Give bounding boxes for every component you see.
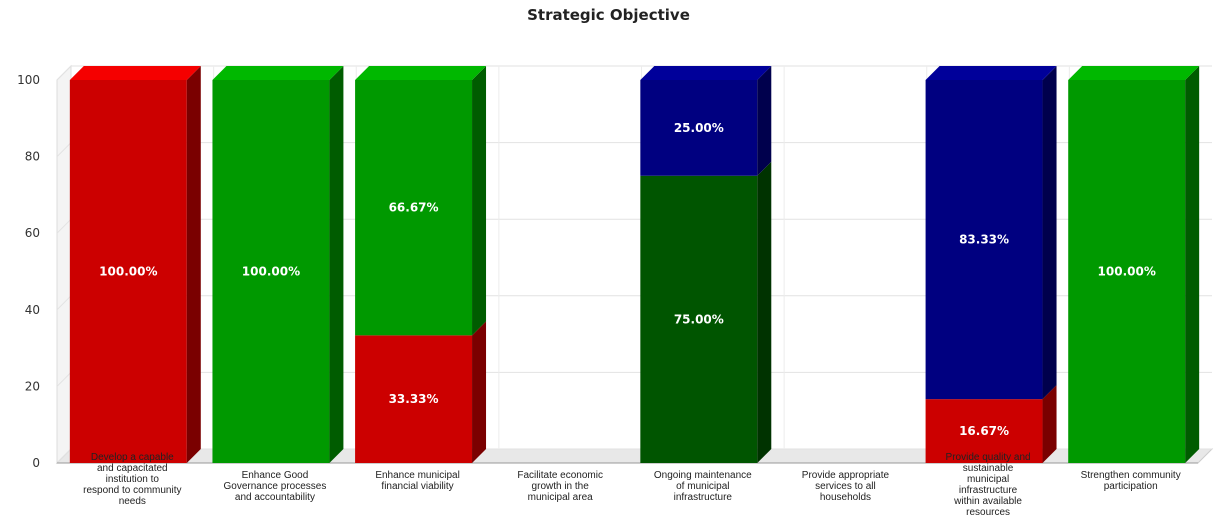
bar-segment-top (355, 66, 487, 80)
bar-segment-top (1068, 66, 1200, 80)
y-tick-label: 40 (25, 303, 40, 317)
x-tick-label: services to all (815, 481, 876, 492)
bar-segment-top (212, 66, 344, 80)
x-tick-label: sustainable (963, 463, 1014, 474)
x-tick-label: Governance processes (224, 481, 327, 492)
bar-segment (640, 80, 758, 176)
data-label: 66.67% (389, 201, 439, 215)
bar-segment (355, 335, 473, 463)
bar-segment-side (757, 66, 772, 176)
x-tick-label: needs (119, 496, 146, 507)
x-tick-label: participation (1104, 481, 1158, 492)
x-tick-label: resources (966, 507, 1010, 518)
x-tick-label: Provide quality and (946, 452, 1031, 463)
gridline-side-40 (56, 295, 72, 311)
bar-segment (1068, 80, 1186, 463)
bar-segment-top (925, 66, 1057, 80)
bar-segment-side (472, 66, 487, 336)
bar-segment-top (69, 66, 201, 80)
x-tick-label: and accountability (235, 492, 315, 503)
gridline-side-60 (56, 218, 72, 234)
bar-segment-side (186, 66, 201, 463)
x-tick-label: Ongoing maintenance (654, 470, 752, 481)
bar-segment (925, 80, 1043, 400)
bar-segment (355, 80, 473, 336)
y-tick-label: 100 (17, 73, 40, 87)
data-label: 100.00% (1098, 265, 1156, 279)
x-tick-label: infrastructure (674, 492, 733, 503)
data-label: 83.33% (959, 233, 1009, 247)
x-tick-label: households (820, 492, 871, 503)
bar-segment (925, 399, 1043, 463)
x-tick-label: within available (953, 496, 1022, 507)
gridline-side-20 (56, 372, 72, 387)
x-tick-label: municipal area (528, 492, 593, 503)
x-tick-label: Develop a capable (91, 452, 174, 463)
x-tick-label: financial viability (381, 481, 453, 492)
data-label: 16.67% (959, 424, 1009, 438)
bar-segment-side (757, 161, 772, 463)
bar-segment-side (1185, 66, 1200, 463)
chart-title: Strategic Objective (527, 6, 690, 24)
x-tick-label: respond to community (83, 485, 181, 496)
data-label: 75.00% (674, 312, 724, 326)
data-label: 100.00% (242, 265, 300, 279)
x-tick-label: Enhance municipal (375, 470, 460, 481)
y-tick-label: 60 (25, 226, 40, 240)
bar-segment (640, 175, 758, 463)
bar-segment-side (1042, 385, 1057, 463)
bar-segment (69, 80, 187, 463)
data-label: 100.00% (99, 265, 157, 279)
gridline-side-100 (56, 65, 72, 81)
bar-segment-top (640, 66, 772, 80)
x-tick-label: infrastructure (959, 485, 1018, 496)
x-tick-label: Enhance Good (242, 470, 309, 481)
x-tick-label: Facilitate economic (517, 470, 603, 481)
x-tick-label: institution to (106, 474, 160, 485)
bar-segment-side (472, 321, 487, 463)
x-tick-label: growth in the (532, 481, 590, 492)
y-tick-label: 0 (32, 456, 40, 470)
left-wall (56, 64, 72, 465)
x-tick-label: municipal (967, 474, 1009, 485)
x-tick-label: Provide appropriate (802, 470, 890, 481)
x-tick-label: Strengthen community (1081, 470, 1181, 481)
y-tick-label: 80 (25, 150, 40, 164)
bar-segment-side (329, 66, 344, 463)
gridline-side-80 (56, 142, 72, 157)
data-label: 33.33% (389, 392, 439, 406)
data-label: 25.00% (674, 121, 724, 135)
bar-segment (212, 80, 330, 463)
x-tick-label: of municipal (676, 481, 729, 492)
x-tick-label: and capacitated (97, 463, 168, 474)
y-tick-label: 20 (25, 379, 40, 393)
gridline-side-0 (56, 448, 72, 464)
bar-segment-side (1042, 66, 1057, 400)
